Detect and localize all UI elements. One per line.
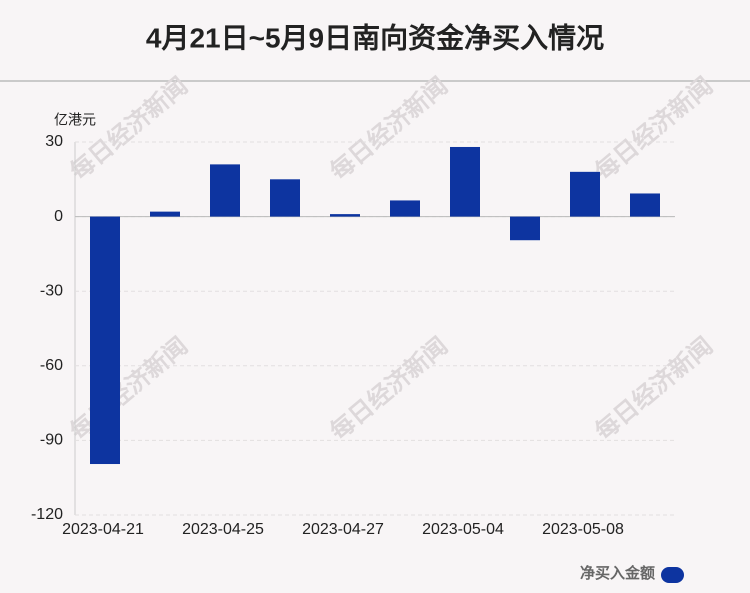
bar [270, 179, 300, 217]
y-unit: 亿港元 [54, 112, 96, 128]
x-tick-label: 2023-04-27 [302, 521, 384, 538]
bar [510, 216, 540, 241]
bar [210, 164, 240, 217]
y-tick-label: -120 [31, 506, 63, 523]
chart-title: 4月21日~5月9日南向资金净买入情况 [146, 21, 604, 53]
y-tick-label: -30 [40, 282, 63, 299]
x-tick-label: 2023-04-25 [182, 521, 264, 538]
bar [450, 146, 480, 217]
legend-swatch [661, 567, 684, 583]
x-tick-label: 2023-04-21 [62, 521, 144, 538]
bar [330, 214, 360, 217]
bar [390, 200, 420, 217]
y-tick-label: 30 [45, 133, 63, 150]
legend-label: 净买入金额 [580, 564, 655, 582]
bar [630, 193, 660, 217]
bar [150, 211, 180, 217]
y-tick-label: 0 [54, 208, 63, 225]
y-tick-label: -90 [40, 432, 63, 449]
y-tick-label: -60 [40, 357, 63, 374]
x-tick-label: 2023-05-04 [422, 521, 504, 538]
bar [90, 216, 120, 465]
bar [570, 171, 600, 217]
x-tick-label: 2023-05-08 [542, 521, 624, 538]
